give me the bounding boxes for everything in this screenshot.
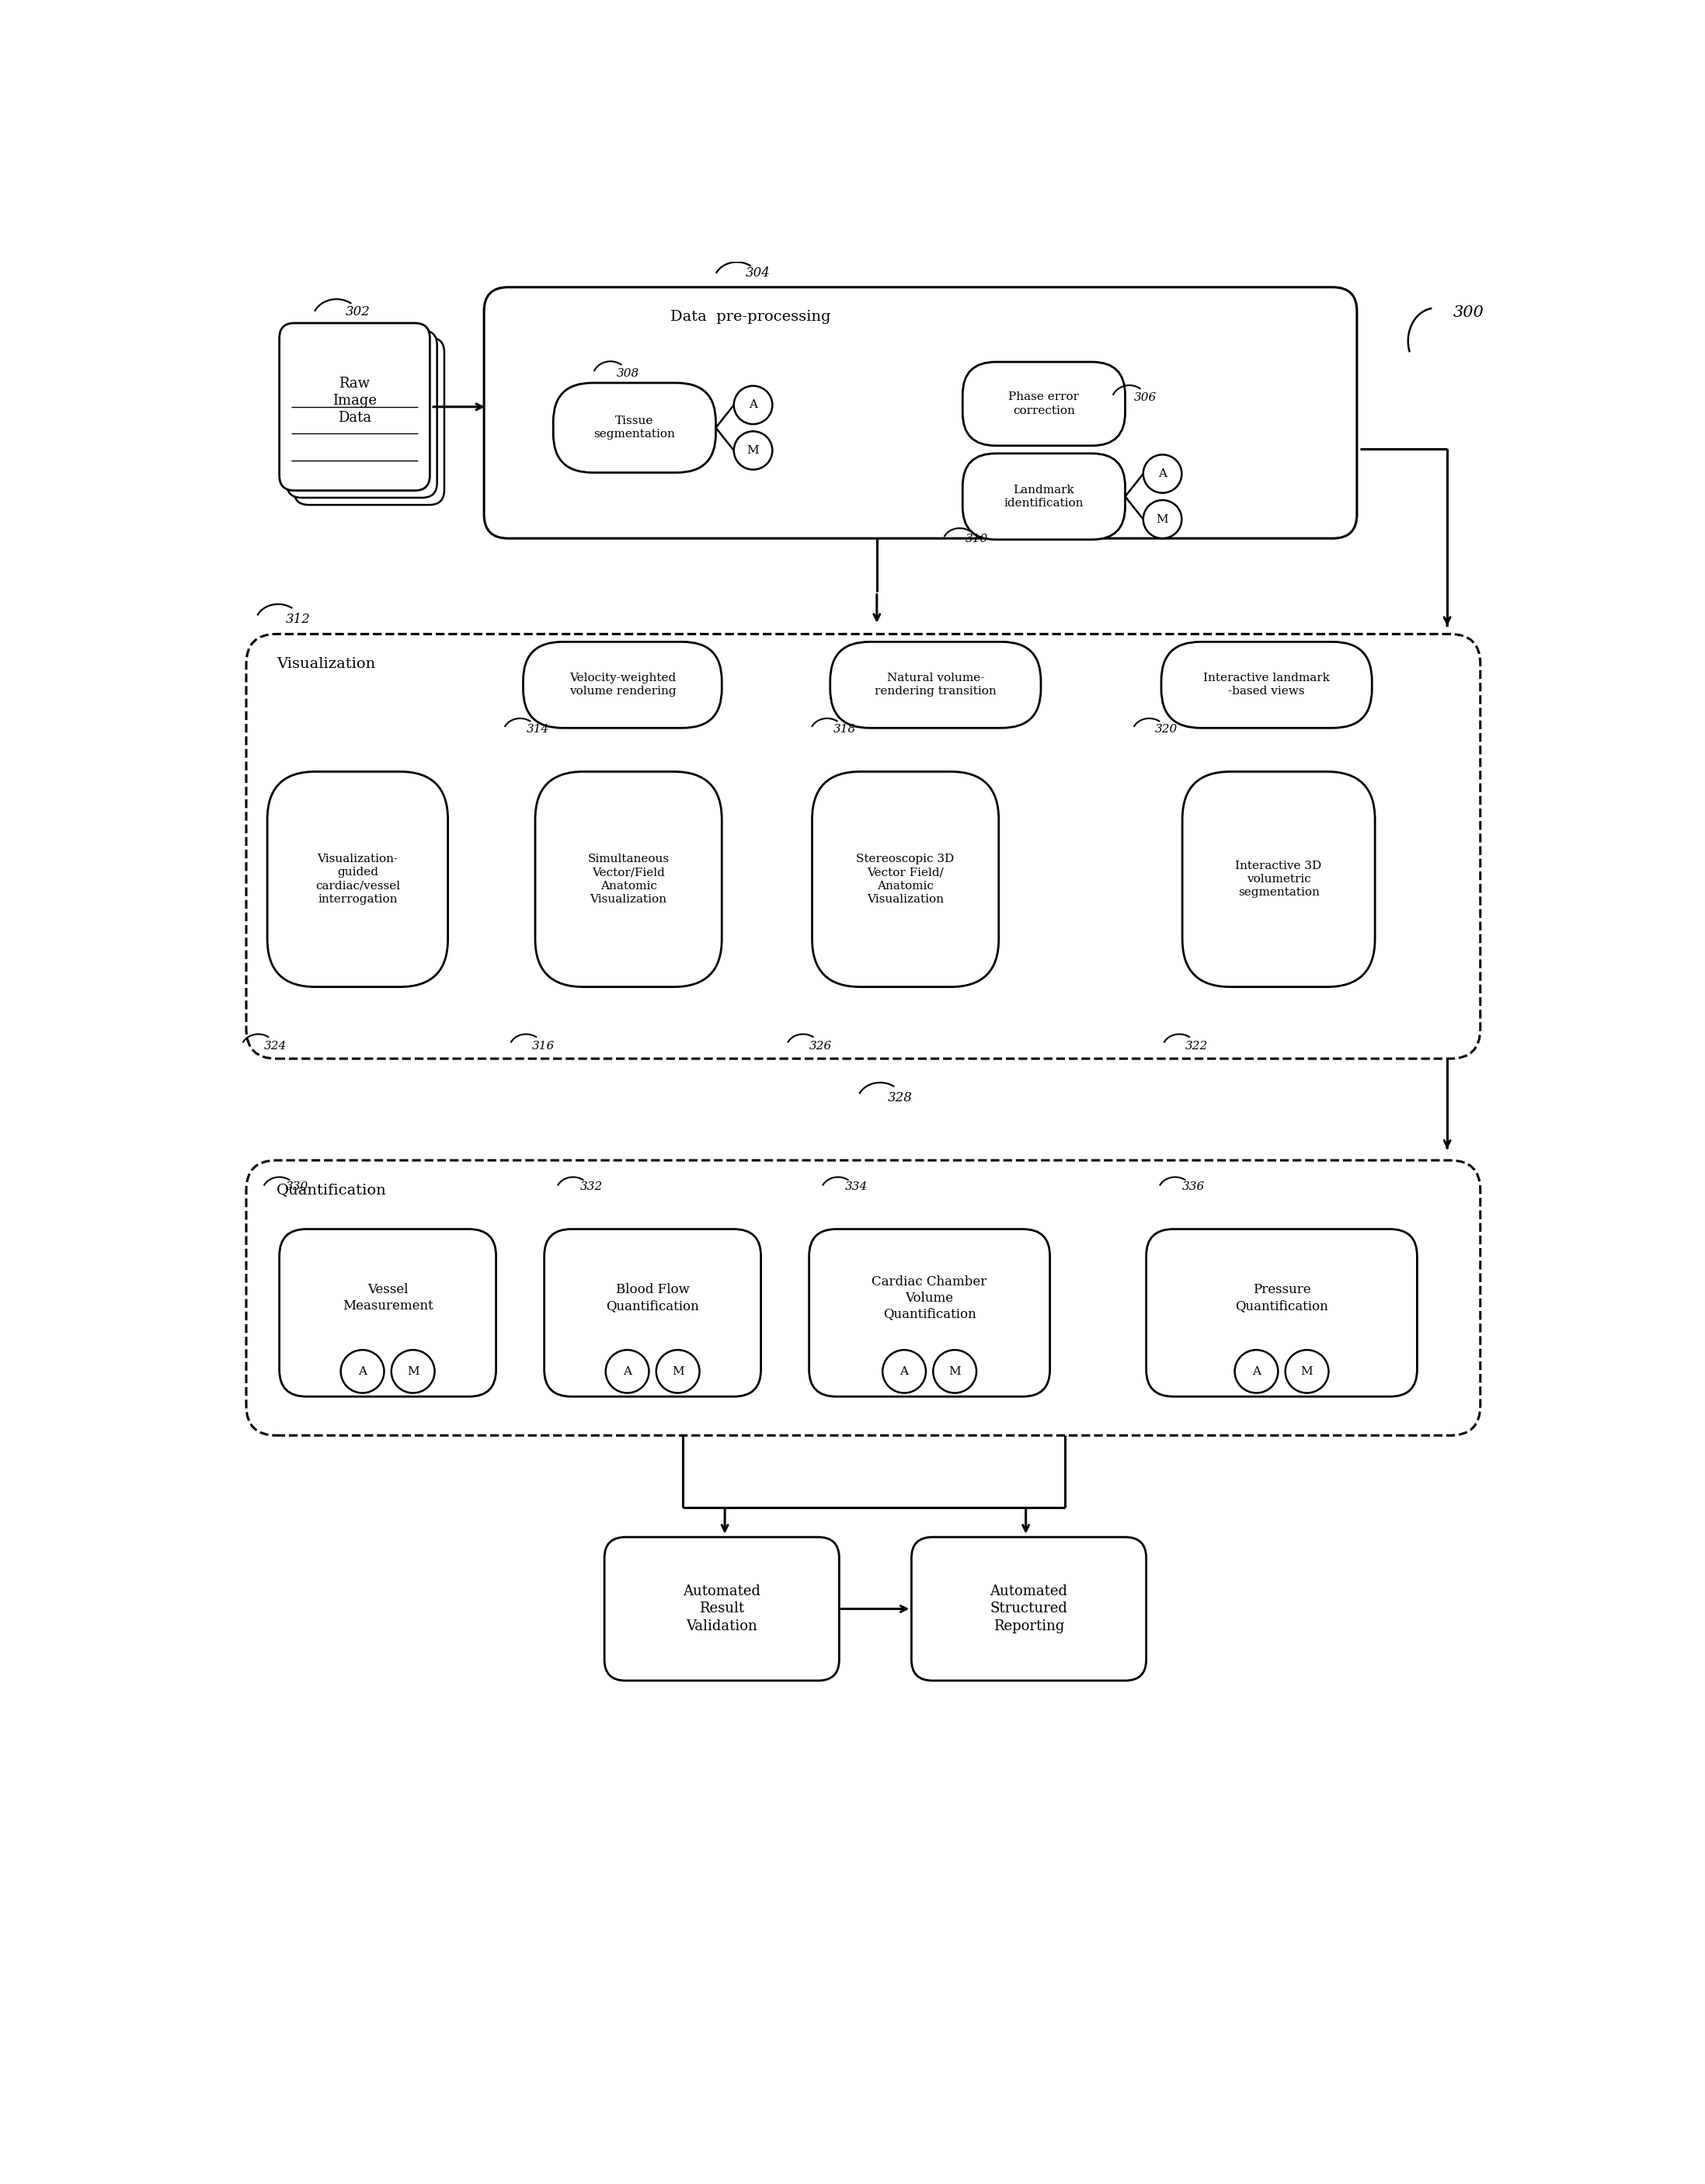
Text: 322: 322 [1185,1042,1209,1053]
FancyBboxPatch shape [484,288,1357,539]
Text: Phase error
correction: Phase error correction [1009,391,1079,415]
Text: Visualization: Visualization [276,657,375,670]
Text: 304: 304 [745,266,771,280]
FancyBboxPatch shape [604,1538,839,1682]
FancyBboxPatch shape [812,771,999,987]
FancyBboxPatch shape [280,323,430,491]
Text: 306: 306 [1134,391,1158,402]
FancyBboxPatch shape [535,771,721,987]
Text: Velocity-weighted
volume rendering: Velocity-weighted volume rendering [569,673,675,697]
Text: A: A [900,1365,909,1376]
FancyBboxPatch shape [830,642,1040,727]
Circle shape [392,1350,435,1393]
Circle shape [933,1350,977,1393]
FancyBboxPatch shape [1146,1230,1417,1396]
Text: 308: 308 [617,367,639,378]
Text: A: A [748,400,757,411]
Circle shape [656,1350,699,1393]
Text: 328: 328 [887,1092,912,1105]
Text: A: A [358,1365,367,1376]
Text: Automated
Result
Validation: Automated Result Validation [684,1586,760,1634]
Text: 312: 312 [285,614,310,627]
FancyBboxPatch shape [268,771,448,987]
Text: M: M [1156,513,1168,524]
Text: A: A [622,1365,631,1376]
Text: 314: 314 [527,723,549,734]
Circle shape [733,387,772,424]
Circle shape [1144,454,1182,494]
Text: 316: 316 [532,1042,554,1053]
FancyBboxPatch shape [963,363,1125,446]
Text: 300: 300 [1453,306,1483,319]
Circle shape [733,430,772,470]
Text: A: A [1158,467,1166,478]
Text: A: A [1251,1365,1260,1376]
Text: Interactive 3D
volumetric
segmentation: Interactive 3D volumetric segmentation [1236,860,1321,898]
Circle shape [605,1350,650,1393]
Text: M: M [948,1365,962,1376]
Text: Data  pre-processing: Data pre-processing [670,310,830,323]
Text: 324: 324 [264,1042,286,1053]
Text: Quantification: Quantification [276,1184,387,1197]
Text: Landmark
identification: Landmark identification [1004,485,1084,509]
Text: Blood Flow
Quantification: Blood Flow Quantification [605,1284,699,1313]
Text: Visualization-
guided
cardiac/vessel
interrogation: Visualization- guided cardiac/vessel int… [315,854,401,904]
Text: Pressure
Quantification: Pressure Quantification [1234,1284,1328,1313]
Text: M: M [407,1365,419,1376]
FancyBboxPatch shape [552,382,716,472]
FancyBboxPatch shape [810,1230,1050,1396]
Circle shape [1234,1350,1279,1393]
Text: 330: 330 [285,1182,309,1192]
Text: 332: 332 [580,1182,604,1192]
Text: Simultaneous
Vector/Field
Anatomic
Visualization: Simultaneous Vector/Field Anatomic Visua… [588,854,670,904]
Text: Raw
Image
Data: Raw Image Data [332,376,377,426]
Text: 336: 336 [1182,1182,1205,1192]
FancyBboxPatch shape [246,1160,1480,1435]
Text: 310: 310 [965,533,989,544]
Text: M: M [672,1365,684,1376]
Text: Cardiac Chamber
Volume
Quantification: Cardiac Chamber Volume Quantification [871,1275,987,1321]
Text: 326: 326 [810,1042,832,1053]
Text: Stereoscopic 3D
Vector Field/
Anatomic
Visualization: Stereoscopic 3D Vector Field/ Anatomic V… [856,854,955,904]
Circle shape [341,1350,384,1393]
FancyBboxPatch shape [523,642,721,727]
Circle shape [883,1350,926,1393]
FancyBboxPatch shape [246,633,1480,1059]
Text: Natural volume-
rendering transition: Natural volume- rendering transition [875,673,996,697]
Text: 318: 318 [834,723,856,734]
FancyBboxPatch shape [1161,642,1373,727]
FancyBboxPatch shape [963,454,1125,539]
FancyBboxPatch shape [1182,771,1374,987]
Text: M: M [1301,1365,1313,1376]
Text: 302: 302 [346,306,370,319]
FancyBboxPatch shape [286,330,436,498]
FancyBboxPatch shape [280,1230,496,1396]
Circle shape [1144,500,1182,539]
Text: Automated
Structured
Reporting: Automated Structured Reporting [991,1586,1067,1634]
Text: M: M [747,446,759,456]
Circle shape [1286,1350,1328,1393]
Text: Interactive landmark
-based views: Interactive landmark -based views [1204,673,1330,697]
Text: Vessel
Measurement: Vessel Measurement [343,1284,433,1313]
Text: 334: 334 [846,1182,868,1192]
FancyBboxPatch shape [912,1538,1146,1682]
FancyBboxPatch shape [293,339,445,505]
Text: 320: 320 [1156,723,1178,734]
Text: Tissue
segmentation: Tissue segmentation [593,415,675,439]
FancyBboxPatch shape [544,1230,760,1396]
